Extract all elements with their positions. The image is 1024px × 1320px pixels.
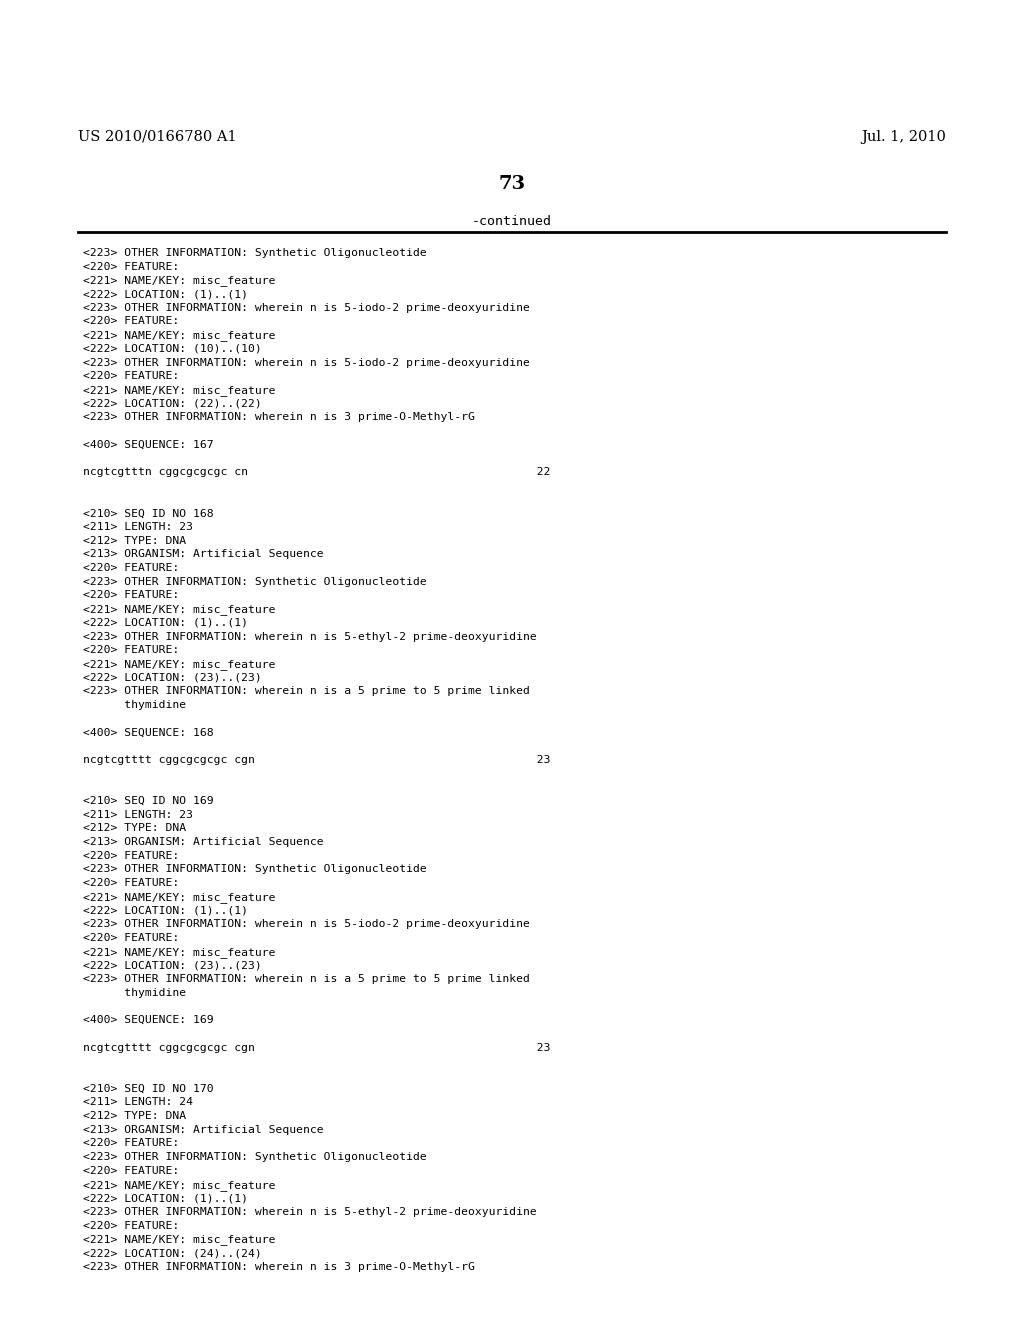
- Text: <220> FEATURE:: <220> FEATURE:: [83, 261, 179, 272]
- Text: <223> OTHER INFORMATION: Synthetic Oligonucleotide: <223> OTHER INFORMATION: Synthetic Oligo…: [83, 1152, 427, 1162]
- Text: ncgtcgtttt cggcgcgcgc cgn                                         23: ncgtcgtttt cggcgcgcgc cgn 23: [83, 755, 551, 764]
- Text: <210> SEQ ID NO 169: <210> SEQ ID NO 169: [83, 796, 214, 807]
- Text: <220> FEATURE:: <220> FEATURE:: [83, 590, 179, 601]
- Text: <223> OTHER INFORMATION: wherein n is 5-iodo-2 prime-deoxyuridine: <223> OTHER INFORMATION: wherein n is 5-…: [83, 302, 529, 313]
- Text: <220> FEATURE:: <220> FEATURE:: [83, 851, 179, 861]
- Text: <223> OTHER INFORMATION: wherein n is a 5 prime to 5 prime linked: <223> OTHER INFORMATION: wherein n is a …: [83, 686, 529, 697]
- Text: <210> SEQ ID NO 168: <210> SEQ ID NO 168: [83, 508, 214, 519]
- Text: <210> SEQ ID NO 170: <210> SEQ ID NO 170: [83, 1084, 214, 1094]
- Text: <221> NAME/KEY: misc_feature: <221> NAME/KEY: misc_feature: [83, 659, 275, 671]
- Text: <222> LOCATION: (23)..(23): <222> LOCATION: (23)..(23): [83, 673, 262, 682]
- Text: <223> OTHER INFORMATION: wherein n is 5-iodo-2 prime-deoxyuridine: <223> OTHER INFORMATION: wherein n is 5-…: [83, 919, 529, 929]
- Text: thymidine: thymidine: [83, 700, 186, 710]
- Text: <400> SEQUENCE: 168: <400> SEQUENCE: 168: [83, 727, 214, 738]
- Text: <220> FEATURE:: <220> FEATURE:: [83, 1166, 179, 1176]
- Text: <400> SEQUENCE: 167: <400> SEQUENCE: 167: [83, 440, 214, 450]
- Text: <220> FEATURE:: <220> FEATURE:: [83, 371, 179, 381]
- Text: 73: 73: [499, 176, 525, 193]
- Text: <222> LOCATION: (1)..(1): <222> LOCATION: (1)..(1): [83, 906, 248, 916]
- Text: <223> OTHER INFORMATION: wherein n is 3 prime-O-Methyl-rG: <223> OTHER INFORMATION: wherein n is 3 …: [83, 1262, 475, 1271]
- Text: <222> LOCATION: (1)..(1): <222> LOCATION: (1)..(1): [83, 1193, 248, 1204]
- Text: <223> OTHER INFORMATION: wherein n is a 5 prime to 5 prime linked: <223> OTHER INFORMATION: wherein n is a …: [83, 974, 529, 985]
- Text: <221> NAME/KEY: misc_feature: <221> NAME/KEY: misc_feature: [83, 385, 275, 396]
- Text: -continued: -continued: [472, 215, 552, 228]
- Text: <212> TYPE: DNA: <212> TYPE: DNA: [83, 824, 186, 833]
- Text: <220> FEATURE:: <220> FEATURE:: [83, 878, 179, 888]
- Text: <223> OTHER INFORMATION: wherein n is 5-ethyl-2 prime-deoxyuridine: <223> OTHER INFORMATION: wherein n is 5-…: [83, 631, 537, 642]
- Text: <211> LENGTH: 23: <211> LENGTH: 23: [83, 521, 193, 532]
- Text: ncgtcgtttt cggcgcgcgc cgn                                         23: ncgtcgtttt cggcgcgcgc cgn 23: [83, 1043, 551, 1052]
- Text: US 2010/0166780 A1: US 2010/0166780 A1: [78, 129, 237, 144]
- Text: <222> LOCATION: (23)..(23): <222> LOCATION: (23)..(23): [83, 961, 262, 970]
- Text: <221> NAME/KEY: misc_feature: <221> NAME/KEY: misc_feature: [83, 330, 275, 341]
- Text: <212> TYPE: DNA: <212> TYPE: DNA: [83, 536, 186, 545]
- Text: <223> OTHER INFORMATION: Synthetic Oligonucleotide: <223> OTHER INFORMATION: Synthetic Oligo…: [83, 248, 427, 257]
- Text: <222> LOCATION: (22)..(22): <222> LOCATION: (22)..(22): [83, 399, 262, 409]
- Text: <213> ORGANISM: Artificial Sequence: <213> ORGANISM: Artificial Sequence: [83, 549, 324, 560]
- Text: <212> TYPE: DNA: <212> TYPE: DNA: [83, 1111, 186, 1121]
- Text: thymidine: thymidine: [83, 987, 186, 998]
- Text: <220> FEATURE:: <220> FEATURE:: [83, 317, 179, 326]
- Text: <211> LENGTH: 23: <211> LENGTH: 23: [83, 809, 193, 820]
- Text: <223> OTHER INFORMATION: Synthetic Oligonucleotide: <223> OTHER INFORMATION: Synthetic Oligo…: [83, 865, 427, 874]
- Text: <221> NAME/KEY: misc_feature: <221> NAME/KEY: misc_feature: [83, 605, 275, 615]
- Text: <221> NAME/KEY: misc_feature: <221> NAME/KEY: misc_feature: [83, 1180, 275, 1191]
- Text: ncgtcgtttn cggcgcgcgc cn                                          22: ncgtcgtttn cggcgcgcgc cn 22: [83, 467, 551, 478]
- Text: <223> OTHER INFORMATION: wherein n is 5-iodo-2 prime-deoxyuridine: <223> OTHER INFORMATION: wherein n is 5-…: [83, 358, 529, 367]
- Text: <213> ORGANISM: Artificial Sequence: <213> ORGANISM: Artificial Sequence: [83, 837, 324, 847]
- Text: <222> LOCATION: (1)..(1): <222> LOCATION: (1)..(1): [83, 618, 248, 628]
- Text: <221> NAME/KEY: misc_feature: <221> NAME/KEY: misc_feature: [83, 946, 275, 957]
- Text: <220> FEATURE:: <220> FEATURE:: [83, 1221, 179, 1230]
- Text: <211> LENGTH: 24: <211> LENGTH: 24: [83, 1097, 193, 1107]
- Text: <223> OTHER INFORMATION: wherein n is 5-ethyl-2 prime-deoxyuridine: <223> OTHER INFORMATION: wherein n is 5-…: [83, 1206, 537, 1217]
- Text: <222> LOCATION: (24)..(24): <222> LOCATION: (24)..(24): [83, 1249, 262, 1258]
- Text: <222> LOCATION: (10)..(10): <222> LOCATION: (10)..(10): [83, 345, 262, 354]
- Text: <223> OTHER INFORMATION: wherein n is 3 prime-O-Methyl-rG: <223> OTHER INFORMATION: wherein n is 3 …: [83, 412, 475, 422]
- Text: <222> LOCATION: (1)..(1): <222> LOCATION: (1)..(1): [83, 289, 248, 300]
- Text: Jul. 1, 2010: Jul. 1, 2010: [861, 129, 946, 144]
- Text: <223> OTHER INFORMATION: Synthetic Oligonucleotide: <223> OTHER INFORMATION: Synthetic Oligo…: [83, 577, 427, 587]
- Text: <400> SEQUENCE: 169: <400> SEQUENCE: 169: [83, 1015, 214, 1026]
- Text: <221> NAME/KEY: misc_feature: <221> NAME/KEY: misc_feature: [83, 1234, 275, 1245]
- Text: <220> FEATURE:: <220> FEATURE:: [83, 1138, 179, 1148]
- Text: <221> NAME/KEY: misc_feature: <221> NAME/KEY: misc_feature: [83, 276, 275, 286]
- Text: <220> FEATURE:: <220> FEATURE:: [83, 933, 179, 942]
- Text: <220> FEATURE:: <220> FEATURE:: [83, 645, 179, 655]
- Text: <213> ORGANISM: Artificial Sequence: <213> ORGANISM: Artificial Sequence: [83, 1125, 324, 1135]
- Text: <221> NAME/KEY: misc_feature: <221> NAME/KEY: misc_feature: [83, 892, 275, 903]
- Text: <220> FEATURE:: <220> FEATURE:: [83, 564, 179, 573]
